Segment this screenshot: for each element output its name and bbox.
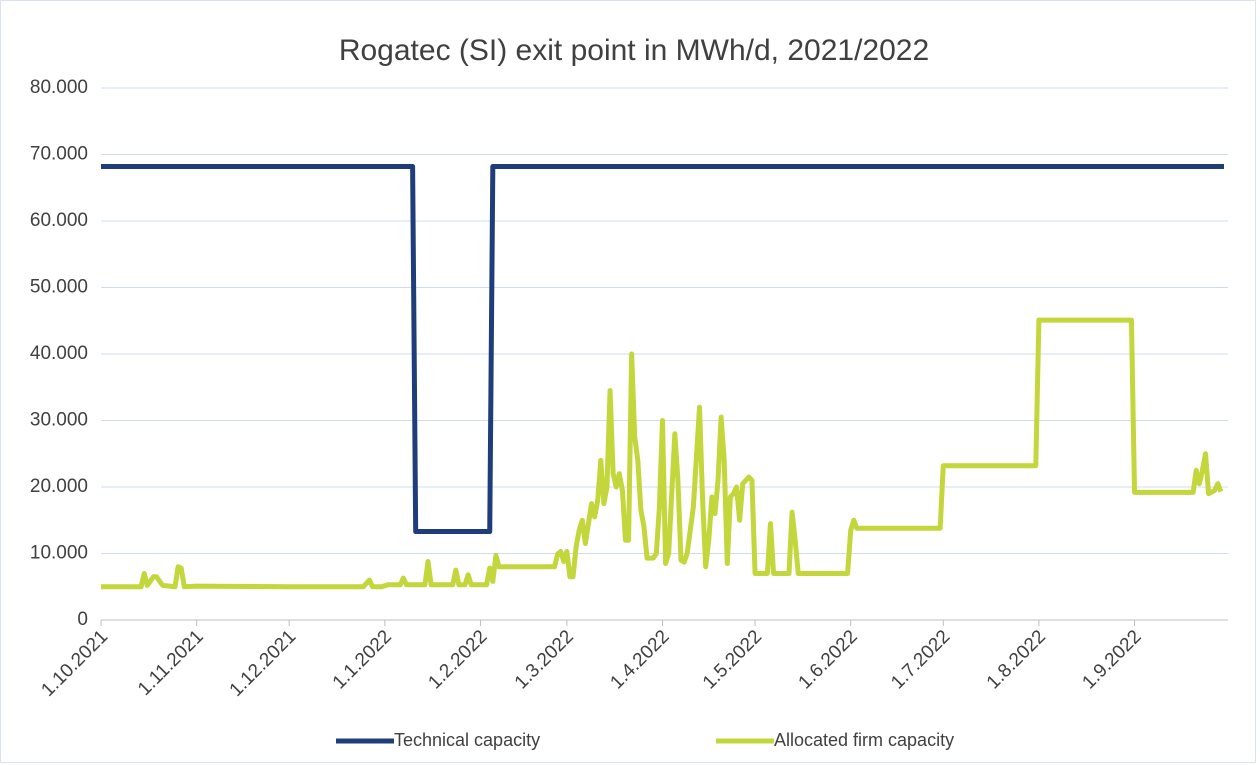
legend-label: Allocated firm capacity — [774, 730, 954, 750]
y-tick-label: 50.000 — [30, 277, 88, 298]
y-tick-label: 40.000 — [30, 343, 88, 364]
y-tick-label: 10.000 — [30, 543, 88, 564]
chart-title: Rogatec (SI) exit point in MWh/d, 2021/2… — [339, 34, 929, 67]
legend-label: Technical capacity — [394, 730, 540, 750]
y-tick-label: 0 — [77, 609, 88, 630]
y-tick-label: 60.000 — [30, 210, 88, 231]
series-line — [101, 317, 1224, 590]
y-tick-label: 70.000 — [30, 144, 88, 165]
y-tick-label: 80.000 — [30, 77, 88, 98]
y-tick-label: 20.000 — [30, 476, 88, 497]
y-tick-label: 30.000 — [30, 410, 88, 431]
series-line — [101, 163, 1224, 535]
